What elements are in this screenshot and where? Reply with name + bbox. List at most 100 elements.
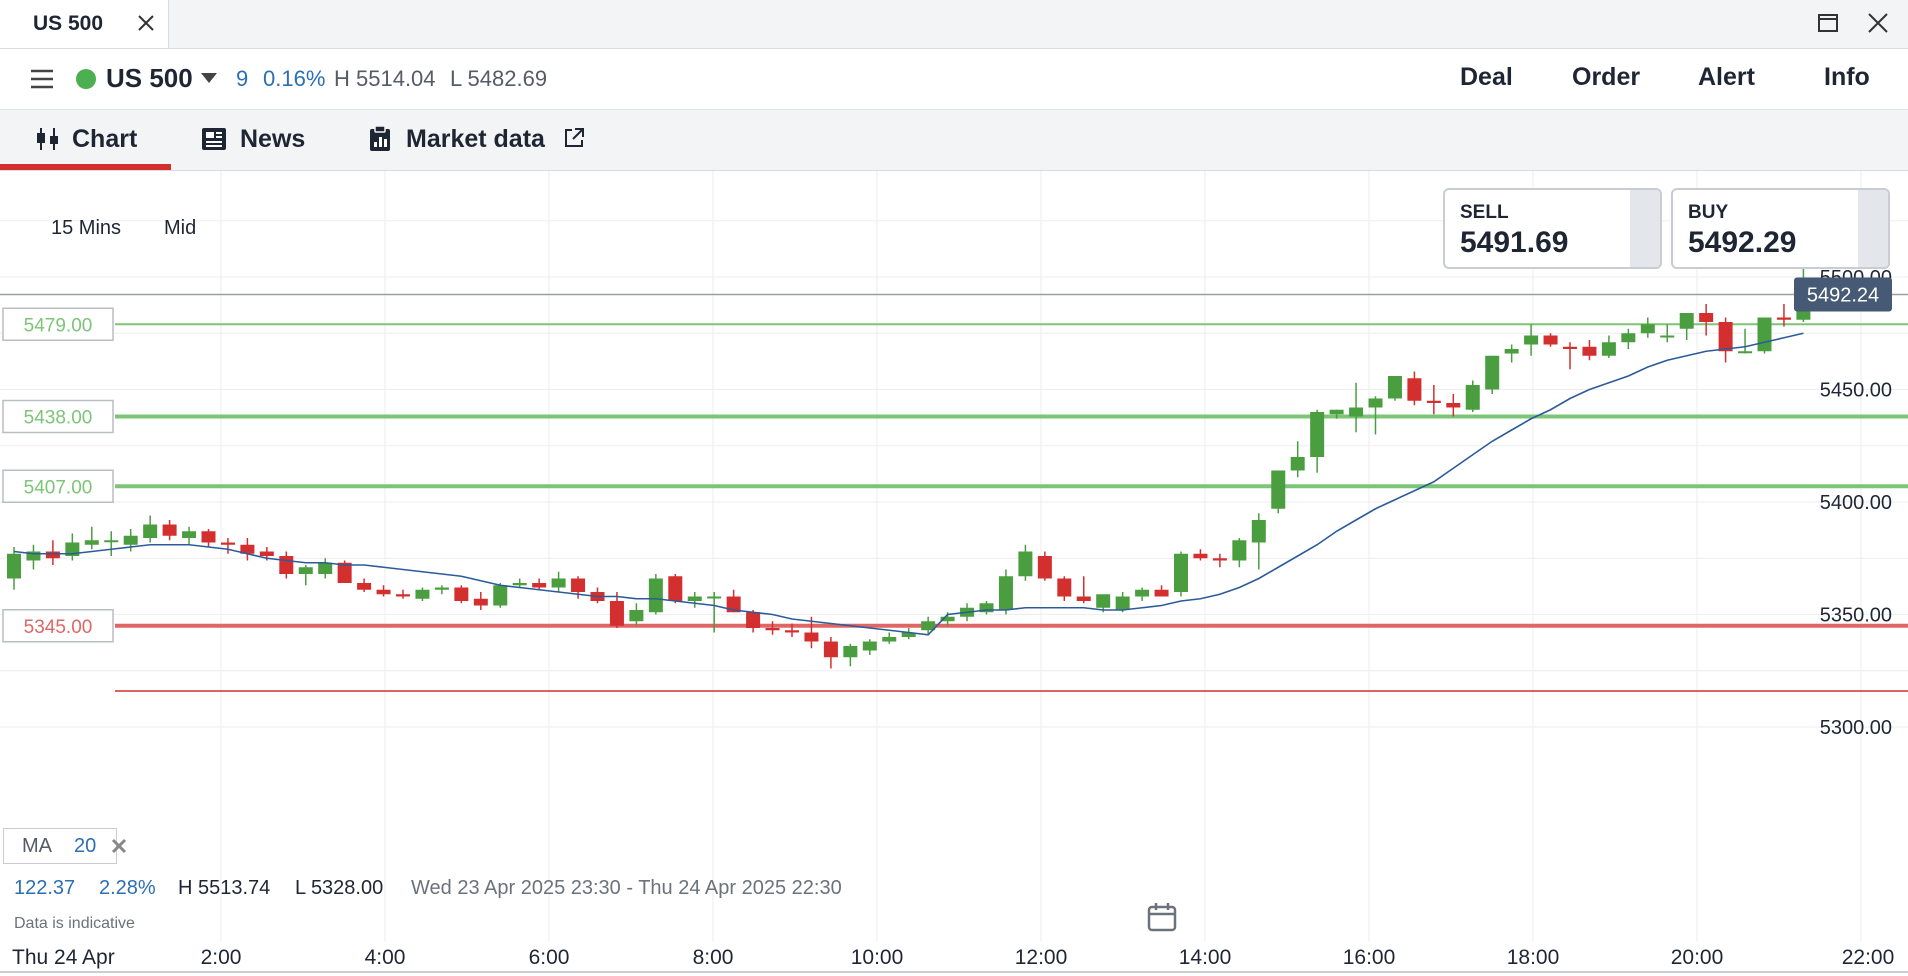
remove-indicator-icon[interactable] xyxy=(110,837,128,855)
sell-price: 5491.69 xyxy=(1460,226,1569,259)
tab-market-data-label: Market data xyxy=(406,125,545,153)
price-level-label-box xyxy=(2,469,114,503)
range-percent: 2.28% xyxy=(99,877,156,899)
buy-button[interactable]: BUY 5492.29 xyxy=(1671,188,1890,269)
tab-news-label: News xyxy=(240,125,306,153)
candle-body xyxy=(415,589,430,599)
candle-body xyxy=(726,596,741,613)
candle-body xyxy=(1251,520,1266,543)
candle-body xyxy=(259,551,274,556)
candle-body xyxy=(707,596,722,599)
candle-body xyxy=(1193,553,1208,559)
window-tab-title: US 500 xyxy=(33,12,104,35)
market-header: US 500 9 0.16% H 5514.04 L 5482.69 Deal … xyxy=(0,49,1908,110)
x-tick-label: 18:00 xyxy=(1507,946,1560,969)
y-tick-label: 5300.00 xyxy=(1820,717,1892,739)
interval-selector[interactable]: 15 Mins xyxy=(51,217,122,239)
candle-body xyxy=(1718,322,1733,352)
candle-body xyxy=(104,540,119,543)
x-tick-label: 6:00 xyxy=(529,946,570,969)
candle-body xyxy=(1738,351,1753,354)
menu-icon[interactable] xyxy=(30,67,54,91)
tab-market-data[interactable]: Market data xyxy=(366,110,596,170)
candle-body xyxy=(901,632,916,637)
candle-body xyxy=(668,576,683,601)
x-tick-label: 2:00 xyxy=(201,946,242,969)
deal-button[interactable]: Deal xyxy=(1460,63,1513,91)
price-level-label: 5479.00 xyxy=(24,315,93,336)
day-high: H 5514.04 xyxy=(334,66,436,91)
candle-body xyxy=(1290,457,1305,471)
candle-body xyxy=(26,551,41,561)
price-level-label: 5407.00 xyxy=(24,477,93,498)
candle-body xyxy=(434,587,449,590)
calendar-icon[interactable] xyxy=(1146,901,1178,933)
candle-body xyxy=(1776,317,1791,320)
candle-body xyxy=(357,583,372,590)
candle-body xyxy=(1154,589,1169,597)
candle-body xyxy=(162,524,177,536)
price-level-label-box xyxy=(2,307,114,341)
candle-body xyxy=(1057,578,1072,597)
x-tick-label: 14:00 xyxy=(1179,946,1232,969)
market-open-indicator xyxy=(76,69,96,89)
candle-body xyxy=(1115,596,1130,610)
candle-body xyxy=(998,576,1013,610)
candle-body xyxy=(220,542,235,545)
candle-body xyxy=(1485,355,1500,390)
window-titlebar: US 500 xyxy=(0,0,1908,49)
candle-body xyxy=(532,583,547,588)
candle-body xyxy=(1699,313,1714,322)
range-value: 122.37 xyxy=(14,877,76,899)
ma-name: MA xyxy=(22,835,52,857)
tab-news[interactable]: News xyxy=(200,110,320,170)
candle-body xyxy=(201,531,216,543)
candle-body xyxy=(785,630,799,633)
candle-body xyxy=(1232,540,1247,561)
candle-body xyxy=(823,641,838,658)
close-tab-icon[interactable] xyxy=(136,11,156,35)
buy-label: BUY xyxy=(1688,202,1729,223)
candle-body xyxy=(687,596,702,601)
close-window-icon[interactable] xyxy=(1866,11,1890,35)
info-button[interactable]: Info xyxy=(1824,63,1870,91)
moving-average-line xyxy=(13,332,1804,636)
candle-body xyxy=(1660,335,1675,338)
buy-price: 5492.29 xyxy=(1688,226,1797,259)
candle-body xyxy=(1135,589,1150,597)
candle-body xyxy=(571,578,586,592)
order-button[interactable]: Order xyxy=(1572,63,1641,91)
price-level-label: 5345.00 xyxy=(24,617,93,638)
candle-body xyxy=(1018,551,1033,577)
ma-indicator-chip[interactable]: MA 20 xyxy=(3,828,127,864)
price-change-percent: 0.16% xyxy=(263,66,326,91)
candle-body xyxy=(1271,470,1286,509)
data-disclaimer: Data is indicative xyxy=(14,915,135,932)
candle-body xyxy=(1329,409,1344,415)
maximize-icon[interactable] xyxy=(1816,11,1840,35)
price-level-label-box xyxy=(2,399,114,434)
candle-body xyxy=(1407,378,1422,401)
alert-button[interactable]: Alert xyxy=(1698,63,1755,91)
window-tab[interactable]: US 500 xyxy=(0,0,169,48)
candle-body xyxy=(1563,346,1577,349)
candle-body xyxy=(1310,412,1325,457)
candlestick-icon xyxy=(37,128,58,150)
market-symbol[interactable]: US 500 xyxy=(106,63,193,93)
chevron-down-icon[interactable] xyxy=(200,71,218,85)
candle-body xyxy=(240,544,255,554)
sell-button[interactable]: SELL 5491.69 xyxy=(1443,188,1662,269)
candle-body xyxy=(45,551,60,559)
candle-body xyxy=(1212,558,1227,561)
candle-body xyxy=(376,589,391,595)
price-type-selector[interactable]: Mid xyxy=(164,217,197,239)
x-tick-label: 20:00 xyxy=(1671,946,1724,969)
candle-body xyxy=(1426,400,1441,403)
candle-body xyxy=(493,585,508,606)
candle-body xyxy=(882,637,897,642)
candle-body xyxy=(843,646,858,658)
x-tick-label: 10:00 xyxy=(851,946,904,969)
tab-chart[interactable]: Chart xyxy=(0,110,171,170)
